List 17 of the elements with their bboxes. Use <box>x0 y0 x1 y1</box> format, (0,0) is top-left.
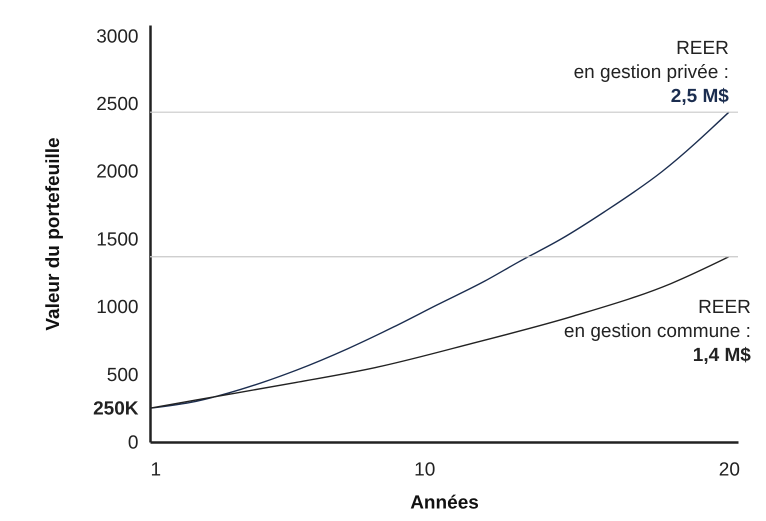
x-tick-label: 10 <box>414 460 436 480</box>
y-tick-label: 2500 <box>96 94 138 116</box>
y-tick-label: 1000 <box>96 297 138 318</box>
x-tick-label: 1 <box>150 460 162 480</box>
y-tick-label: 2000 <box>96 162 138 183</box>
y-tick-label: 0 <box>128 432 138 454</box>
y-axis-title: Valeur du portefeuille <box>43 137 64 331</box>
y-tick-label: 250K <box>93 398 139 420</box>
series-label: REER en gestion privée : <box>574 38 729 84</box>
annotation: 2,5 M$ <box>670 86 730 108</box>
series-label: REER en gestion commune : <box>564 296 751 342</box>
x-tick-label: 20 <box>718 460 740 480</box>
y-tick-label: 1500 <box>96 229 138 250</box>
y-tick-label: 500 <box>106 364 138 386</box>
x-axis-title: Années <box>410 492 479 514</box>
y-tick-label: 3000 <box>96 26 138 48</box>
annotation: 1,4 M$ <box>692 344 752 366</box>
